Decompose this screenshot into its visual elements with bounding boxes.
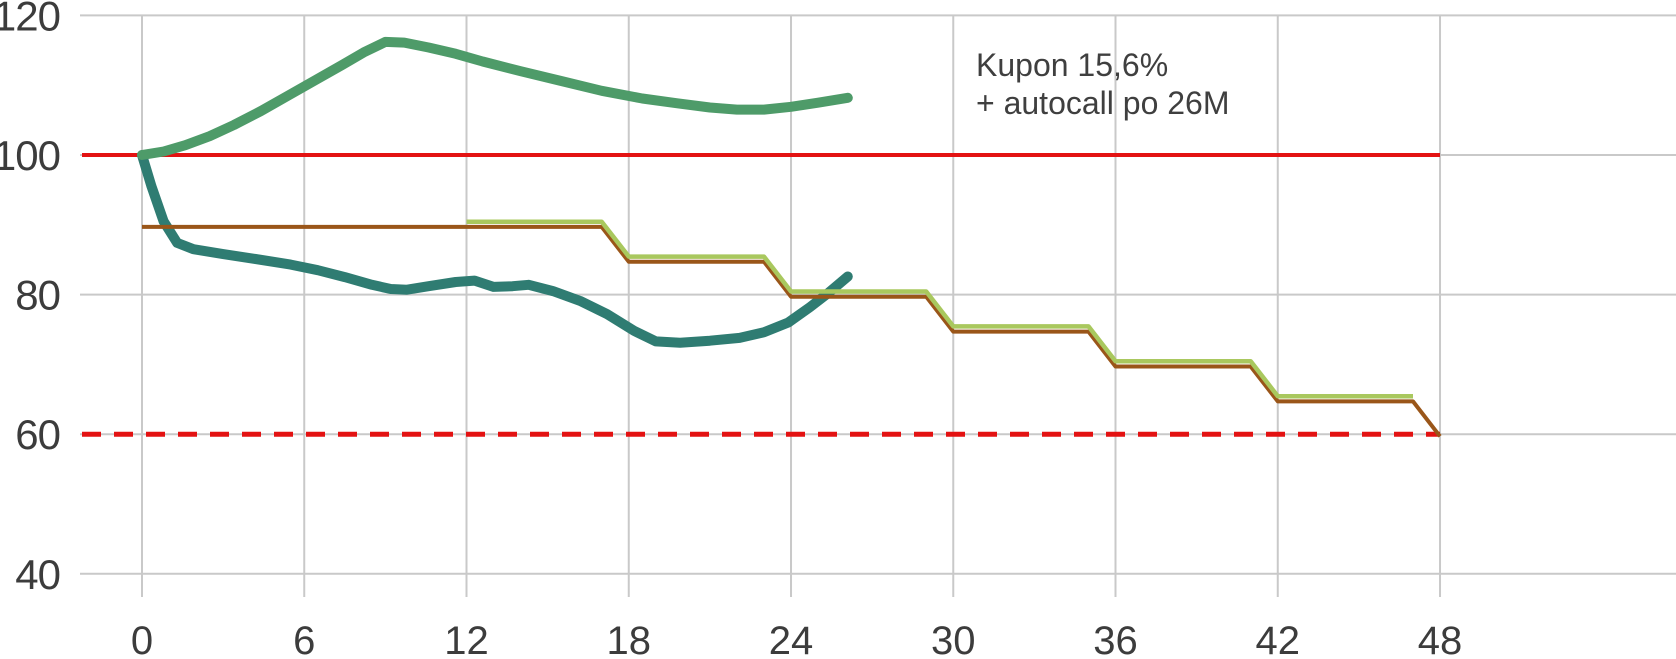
x-tick-label-42: 42	[1256, 619, 1301, 659]
axis-labels: 120 100 80 60 40 0 6 12 18 24 30 36 42 48	[0, 0, 1462, 659]
y-tick-label-40: 40	[15, 551, 60, 598]
gridlines	[80, 14, 1676, 597]
x-tick-label-0: 0	[131, 619, 153, 659]
coupon-barrier-maturity-line	[142, 224, 1442, 438]
underlying-autocall-scenario-line	[137, 36, 853, 160]
x-tick-label-6: 6	[293, 619, 315, 659]
y-tick-label-120: 120	[0, 0, 60, 39]
x-tick-label-36: 36	[1093, 619, 1138, 659]
x-tick-label-18: 18	[607, 619, 652, 659]
y-tick-label-80: 80	[15, 272, 60, 319]
y-tick-label-100: 100	[0, 132, 60, 179]
x-tick-label-24: 24	[769, 619, 814, 659]
x-tick-label-48: 48	[1418, 619, 1463, 659]
coupon-barrier-autocall-line	[466, 219, 1413, 399]
x-tick-label-30: 30	[931, 619, 976, 659]
annotation-line-2: + autocall po 26M	[976, 85, 1230, 121]
underlying-maturity-scenario-line	[137, 150, 853, 348]
annotation-line-1: Kupon 15,6%	[976, 47, 1168, 83]
x-tick-label-12: 12	[444, 619, 489, 659]
series-lines	[137, 36, 1442, 438]
ref-lines	[82, 153, 1441, 437]
y-tick-label-60: 60	[15, 411, 60, 458]
